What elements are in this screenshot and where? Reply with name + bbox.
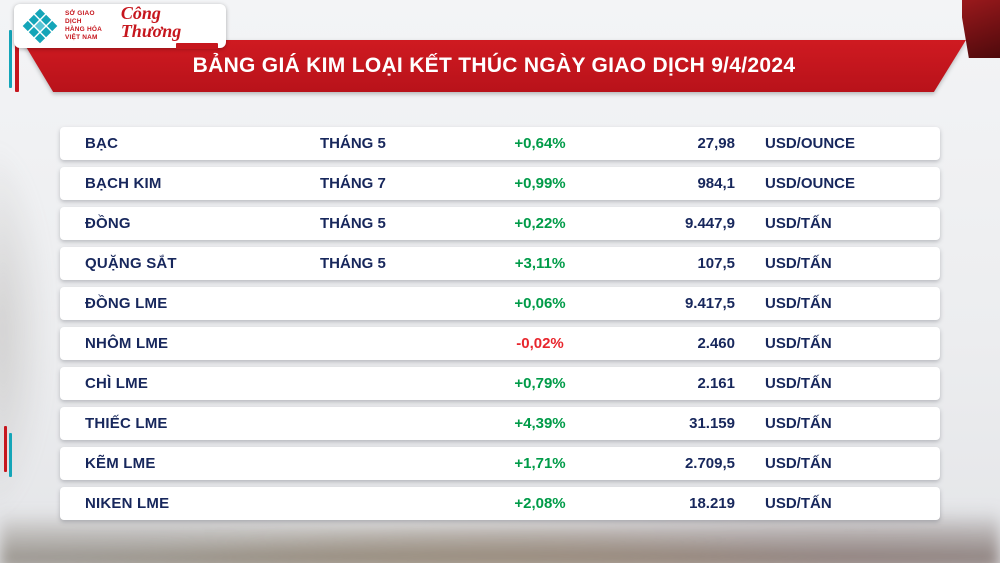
table-row: ĐỒNG THÁNG 5 +0,22% 9.447,9 USD/TẤN <box>60 207 940 240</box>
price-value: 31.159 <box>689 415 735 432</box>
change-percent: +0,79% <box>514 375 566 392</box>
contract-month: THÁNG 5 <box>320 255 386 272</box>
table-row: BẠC THÁNG 5 +0,64% 27,98 USD/OUNCE <box>60 127 940 160</box>
commodity-name: BẠCH KIM <box>85 175 162 192</box>
commodity-name: ĐỒNG <box>85 215 131 232</box>
congthuong-tagline-bar <box>176 42 218 49</box>
price-unit: USD/TẤN <box>765 455 832 472</box>
contract-month: THÁNG 5 <box>320 215 386 232</box>
price-value: 2.460 <box>697 335 735 352</box>
congthuong-wordmark: Công Thương <box>120 2 182 41</box>
price-unit: USD/TẤN <box>765 215 832 232</box>
brand-stripe-red <box>4 426 7 472</box>
commodity-name: BẠC <box>85 135 119 152</box>
mxv-org-name: SỞ GIAO DỊCH HÀNG HÓA VIỆT NAM <box>65 10 110 41</box>
change-percent: +0,64% <box>514 135 566 152</box>
title-banner-shape: BẢNG GIÁ KIM LOẠI KẾT THÚC NGÀY GIAO DỊC… <box>22 40 966 92</box>
price-unit: USD/TẤN <box>765 495 832 512</box>
table-row: NHÔM LME -0,02% 2.460 USD/TẤN <box>60 327 940 360</box>
commodity-name: KẼM LME <box>85 455 156 472</box>
table-row: CHÌ LME +0,79% 2.161 USD/TẤN <box>60 367 940 400</box>
table-row: THIẾC LME +4,39% 31.159 USD/TẤN <box>60 407 940 440</box>
contract-month: THÁNG 7 <box>320 175 386 192</box>
change-percent: +0,99% <box>514 175 566 192</box>
change-percent: +4,39% <box>514 415 566 432</box>
contract-month: THÁNG 5 <box>320 135 386 152</box>
commodity-name: THIẾC LME <box>85 415 168 432</box>
change-percent: +0,22% <box>514 215 566 232</box>
brand-stripe-red <box>15 24 19 92</box>
table-row: KẼM LME +1,71% 2.709,5 USD/TẤN <box>60 447 940 480</box>
title-banner: BẢNG GIÁ KIM LOẠI KẾT THÚC NGÀY GIAO DỊC… <box>22 40 966 92</box>
congthuong-logo: Công Thương <box>121 4 218 49</box>
price-table: BẠC THÁNG 5 +0,64% 27,98 USD/OUNCE BẠCH … <box>60 127 940 527</box>
logo-box: SỞ GIAO DỊCH HÀNG HÓA VIỆT NAM Công Thươ… <box>14 4 226 49</box>
table-row: BẠCH KIM THÁNG 7 +0,99% 984,1 USD/OUNCE <box>60 167 940 200</box>
price-unit: USD/TẤN <box>765 335 832 352</box>
commodity-name: ĐỒNG LME <box>85 295 168 312</box>
table-row: NIKEN LME +2,08% 18.219 USD/TẤN <box>60 487 940 520</box>
mxv-org-line2: HÀNG HÓA <box>65 26 102 33</box>
commodity-name: NIKEN LME <box>85 495 170 512</box>
price-value: 984,1 <box>697 175 735 192</box>
price-value: 9.417,5 <box>684 295 735 312</box>
price-value: 107,5 <box>697 255 735 272</box>
table-row: ĐỒNG LME +0,06% 9.417,5 USD/TẤN <box>60 287 940 320</box>
price-value: 18.219 <box>689 495 735 512</box>
price-value: 27,98 <box>697 135 735 152</box>
change-percent: +3,11% <box>514 255 566 272</box>
commodity-name: QUẶNG SẮT <box>85 255 177 272</box>
mxv-diamond-logo <box>22 8 58 44</box>
price-unit: USD/OUNCE <box>765 135 856 152</box>
mxv-org-line3: VIỆT NAM <box>65 33 98 41</box>
commodity-name: CHÌ LME <box>85 375 149 392</box>
price-value: 2.161 <box>697 375 735 392</box>
brand-stripe-cyan <box>9 433 12 477</box>
table-row: QUẶNG SẮT THÁNG 5 +3,11% 107,5 USD/TẤN <box>60 247 940 280</box>
brand-stripe-cyan <box>9 30 12 88</box>
price-value: 2.709,5 <box>684 455 735 472</box>
change-percent: +0,06% <box>514 295 566 312</box>
page-title: BẢNG GIÁ KIM LOẠI KẾT THÚC NGÀY GIAO DỊC… <box>192 54 796 77</box>
background-photo-fragment <box>962 0 1000 58</box>
price-unit: USD/OUNCE <box>765 175 856 192</box>
price-value: 9.447,9 <box>684 215 735 232</box>
change-percent: -0,02% <box>516 335 564 352</box>
price-unit: USD/TẤN <box>765 255 832 272</box>
mxv-org-line1: SỞ GIAO DỊCH <box>65 10 95 26</box>
background-photo-blur-left <box>0 140 50 520</box>
price-unit: USD/TẤN <box>765 375 832 392</box>
price-unit: USD/TẤN <box>765 415 832 432</box>
change-percent: +1,71% <box>514 455 566 472</box>
commodity-name: NHÔM LME <box>85 335 169 352</box>
change-percent: +2,08% <box>514 495 566 512</box>
price-unit: USD/TẤN <box>765 295 832 312</box>
